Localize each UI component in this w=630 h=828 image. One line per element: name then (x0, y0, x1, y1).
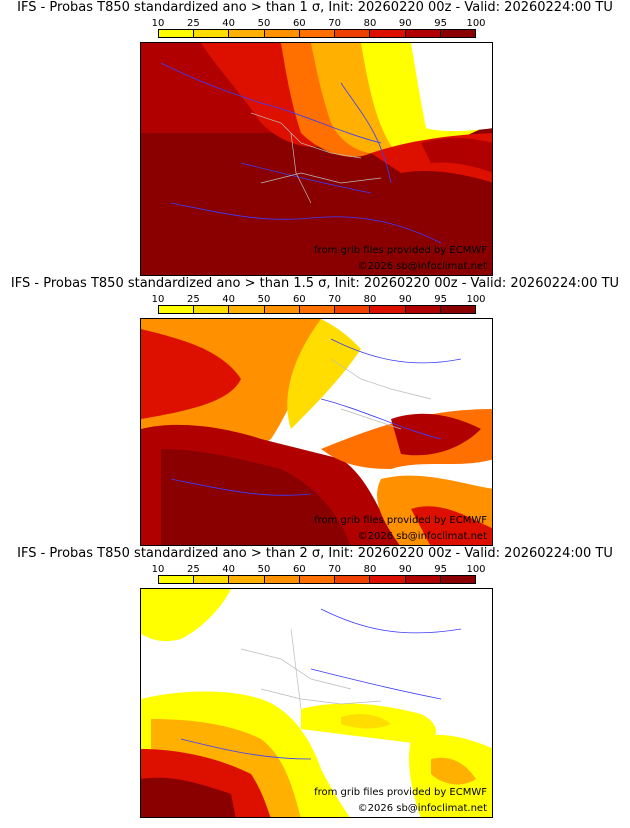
colorbar-tick: 70 (328, 18, 342, 29)
colorbar-swatch (440, 30, 475, 37)
colorbar-tick: 60 (292, 564, 306, 575)
colorbar-swatch (370, 30, 406, 37)
colorbar-swatch (299, 30, 336, 37)
colorbar-swatch (229, 306, 265, 313)
colorbar-tick: 60 (292, 294, 306, 305)
source-credit: from grib files provided by ECMWF (314, 787, 487, 798)
colorbar-tick: 95 (434, 564, 447, 575)
colorbar-swatch (405, 576, 441, 583)
colorbar-tick: 10 (151, 18, 165, 29)
colorbar-labels: 10 25 40 50 60 70 80 90 95 100 (152, 294, 486, 305)
colorbar-swatch (299, 306, 336, 313)
colorbar-tick: 90 (398, 564, 412, 575)
source-credit: from grib files provided by ECMWF (314, 245, 487, 256)
colorbar-tick: 95 (434, 294, 447, 305)
colorbar-swatch (159, 576, 195, 583)
colorbar-tick: 90 (398, 294, 412, 305)
panel-3: IFS - Probas T850 standardized ano > tha… (0, 546, 630, 828)
colorbar-tick: 50 (257, 294, 271, 305)
probability-map: from grib files provided by ECMWF ©2026 … (140, 42, 493, 276)
colorbar-swatch (405, 306, 441, 313)
colorbar-swatch (159, 306, 195, 313)
colorbar-tick: 100 (466, 294, 486, 305)
colorbar-tick: 95 (434, 18, 447, 29)
colorbar-swatch (194, 576, 230, 583)
colorbar-tick: 80 (363, 564, 377, 575)
copyright-credit: ©2026 sb@infoclimat.net (357, 803, 487, 814)
colorbar (158, 305, 476, 314)
panel-title: IFS - Probas T850 standardized ano > tha… (17, 546, 613, 561)
colorbar-tick: 60 (292, 18, 306, 29)
colorbar-tick: 25 (186, 564, 200, 575)
colorbar-swatch (299, 576, 336, 583)
colorbar-swatch (440, 306, 475, 313)
colorbar-tick: 40 (222, 564, 236, 575)
colorbar-tick: 90 (398, 18, 412, 29)
panel-title: IFS - Probas T850 standardized ano > tha… (10, 276, 620, 291)
colorbar-tick: 80 (363, 294, 377, 305)
copyright-credit: ©2026 sb@infoclimat.net (357, 531, 487, 542)
colorbar-swatch (370, 576, 406, 583)
colorbar-swatch (405, 30, 441, 37)
panel-2: IFS - Probas T850 standardized ano > tha… (0, 276, 630, 546)
colorbar-tick: 10 (151, 564, 165, 575)
copyright-credit: ©2026 sb@infoclimat.net (357, 261, 487, 272)
colorbar-swatch (335, 30, 371, 37)
panel-title: IFS - Probas T850 standardized ano > tha… (17, 0, 613, 15)
colorbar-swatch (264, 576, 300, 583)
colorbar-swatch (335, 576, 371, 583)
colorbar (158, 575, 476, 584)
colorbar-swatch (264, 30, 300, 37)
colorbar-swatch (194, 30, 230, 37)
probability-map: from grib files provided by ECMWF ©2026 … (140, 318, 493, 546)
colorbar-swatch (229, 30, 265, 37)
colorbar (158, 29, 476, 38)
colorbar-swatch (194, 306, 230, 313)
colorbar-tick: 40 (222, 294, 236, 305)
colorbar-tick: 70 (328, 294, 342, 305)
colorbar-swatch (159, 30, 195, 37)
colorbar-tick: 70 (328, 564, 342, 575)
colorbar-swatch (335, 306, 371, 313)
probability-map: from grib files provided by ECMWF ©2026 … (140, 588, 493, 818)
colorbar-tick: 50 (257, 18, 271, 29)
colorbar-tick: 50 (257, 564, 271, 575)
colorbar-tick: 80 (363, 18, 377, 29)
colorbar-tick: 10 (151, 294, 165, 305)
colorbar-tick: 25 (186, 294, 200, 305)
colorbar-labels: 10 25 40 50 60 70 80 90 95 100 (152, 564, 486, 575)
colorbar-swatch (264, 306, 300, 313)
colorbar-tick: 100 (466, 564, 486, 575)
colorbar-swatch (370, 306, 406, 313)
colorbar-swatch (440, 576, 475, 583)
colorbar-tick: 40 (222, 18, 236, 29)
source-credit: from grib files provided by ECMWF (314, 515, 487, 526)
colorbar-tick: 25 (186, 18, 200, 29)
colorbar-tick: 100 (466, 18, 486, 29)
panel-1: IFS - Probas T850 standardized ano > tha… (0, 0, 630, 276)
colorbar-labels: 10 25 40 50 60 70 80 90 95 100 (152, 18, 486, 29)
colorbar-swatch (229, 576, 265, 583)
